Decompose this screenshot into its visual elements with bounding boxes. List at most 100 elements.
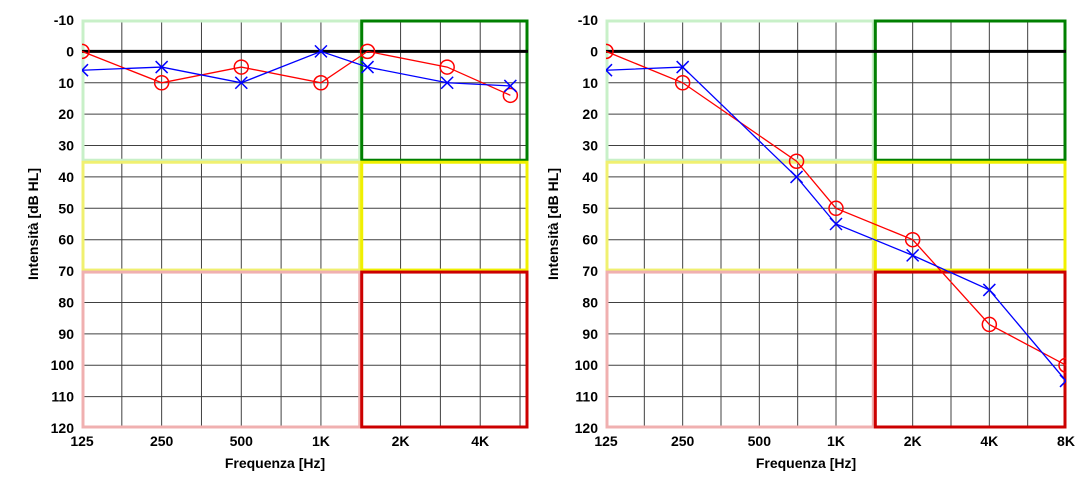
data-point-x	[829, 217, 843, 231]
x-tick-label: 250	[150, 433, 174, 449]
y-tick-label: 110	[51, 389, 74, 405]
y-tick-label: 50	[58, 200, 74, 216]
zone-normal-high-frequency	[360, 19, 529, 162]
data-point-circle	[606, 43, 614, 60]
x-tick-label: 125	[594, 433, 618, 449]
y-tick-label: 90	[58, 326, 74, 342]
x-tick-label: 1K	[827, 433, 845, 449]
data-point-x-stroke	[829, 217, 843, 231]
x-tick-label: 2K	[904, 433, 922, 449]
y-tick-label: 0	[66, 43, 74, 59]
y-tick-label: 80	[58, 294, 74, 310]
series-line	[82, 50, 511, 96]
x-axis-ticks: 125 250 500 1K 2K 4K 8K	[594, 433, 1075, 449]
data-point-circle	[828, 200, 844, 217]
data-point-x	[314, 44, 328, 58]
data-point-x	[790, 170, 804, 184]
x-tick-label: 125	[70, 433, 94, 449]
y-tick-label: 10	[582, 75, 598, 91]
data-point-x-stroke	[906, 248, 920, 262]
y-tick-label: 30	[582, 138, 598, 154]
x-tick-label: 4K	[980, 433, 998, 449]
zone-normal-low-frequency	[605, 19, 875, 162]
y-tick-label: 50	[582, 200, 598, 216]
y-axis-ticks: -10 0 10 20 30 40 50 60 70 80 90 100 110 120	[51, 12, 75, 436]
data-point-x	[234, 76, 248, 90]
data-point-x-stroke	[1059, 374, 1066, 382]
y-tick-label: 0	[590, 43, 598, 59]
data-point-x	[1059, 374, 1066, 388]
hearing-zones	[81, 19, 529, 429]
x-tick-label: 4K	[471, 433, 489, 449]
data-point-x	[906, 248, 920, 262]
zone-severe-low-frequency	[605, 270, 875, 429]
y-tick-label: 60	[582, 232, 598, 248]
data-point-x-stroke	[790, 170, 804, 184]
data-point-circle	[981, 316, 998, 333]
data-point-x-stroke	[1059, 379, 1066, 388]
zone-severe-high-frequency	[873, 270, 1067, 429]
series-x	[82, 44, 517, 93]
series-circle	[606, 43, 1066, 373]
data-point-x-stroke	[234, 76, 248, 90]
data-point-circle	[82, 43, 90, 60]
x-axis-ticks: 125 250 500 1K 2K 4K	[70, 433, 489, 449]
data-point-circle	[233, 59, 250, 75]
data-point-x	[676, 60, 690, 74]
data-point-circle	[153, 75, 170, 91]
data-point-circle	[904, 231, 921, 248]
data-point-x-stroke	[606, 63, 613, 72]
series-x	[606, 60, 1066, 388]
y-tick-label: 40	[58, 169, 74, 185]
y-tick-label: 40	[582, 169, 598, 185]
zone-mild-high-frequency	[873, 160, 1067, 272]
y-tick-label: 110	[575, 389, 598, 405]
x-tick-label: 250	[671, 433, 695, 449]
data-point-x	[440, 76, 454, 90]
y-tick-label: -10	[54, 12, 74, 28]
y-tick-label: 70	[58, 263, 74, 279]
data-point-x-stroke	[982, 283, 996, 297]
y-tick-label: 10	[58, 75, 74, 91]
plot-area	[82, 20, 528, 428]
data-point-x	[155, 60, 169, 74]
zone-severe-high-frequency	[360, 270, 529, 429]
y-tick-label: 70	[582, 263, 598, 279]
zone-mild-high-frequency	[360, 160, 529, 272]
data-point-circle	[502, 87, 519, 104]
x-tick-label: 500	[748, 433, 772, 449]
x-axis-title: Frequenza [Hz]	[225, 455, 325, 471]
data-point-x	[606, 63, 613, 77]
data-point-x-stroke	[82, 63, 89, 72]
y-tick-label: 60	[58, 232, 74, 248]
zone-mild-low-frequency	[81, 160, 362, 272]
y-axis-title: Intensità [dB HL]	[545, 168, 561, 280]
y-tick-label: 120	[51, 420, 75, 436]
data-point-x-stroke	[360, 60, 375, 74]
y-tick-label: 100	[51, 357, 75, 373]
series-circle	[82, 43, 519, 104]
data-point-x-stroke	[82, 69, 89, 77]
data-point-x-stroke	[503, 79, 517, 93]
data-point-x	[982, 283, 996, 297]
data-point-x-stroke	[314, 44, 328, 58]
zone-mild-low-frequency	[605, 160, 875, 272]
hearing-zones	[605, 19, 1067, 429]
zone-normal-high-frequency	[873, 19, 1067, 162]
data-point-x-stroke	[606, 69, 613, 77]
zone-normal-low-frequency	[81, 19, 362, 162]
zone-severe-low-frequency	[81, 270, 362, 429]
y-tick-label: 30	[58, 138, 74, 154]
y-tick-label: 100	[575, 357, 599, 373]
y-axis-ticks: -10 0 10 20 30 40 50 60 70 80 90 100 110 120	[575, 12, 599, 436]
data-point-circle	[439, 59, 455, 75]
x-tick-label: 8K	[1057, 433, 1075, 449]
y-axis-title: Intensità [dB HL]	[25, 168, 41, 280]
series-line	[606, 50, 1066, 366]
x-tick-label: 2K	[392, 433, 410, 449]
x-tick-label: 500	[230, 433, 254, 449]
y-tick-label: 80	[582, 294, 598, 310]
